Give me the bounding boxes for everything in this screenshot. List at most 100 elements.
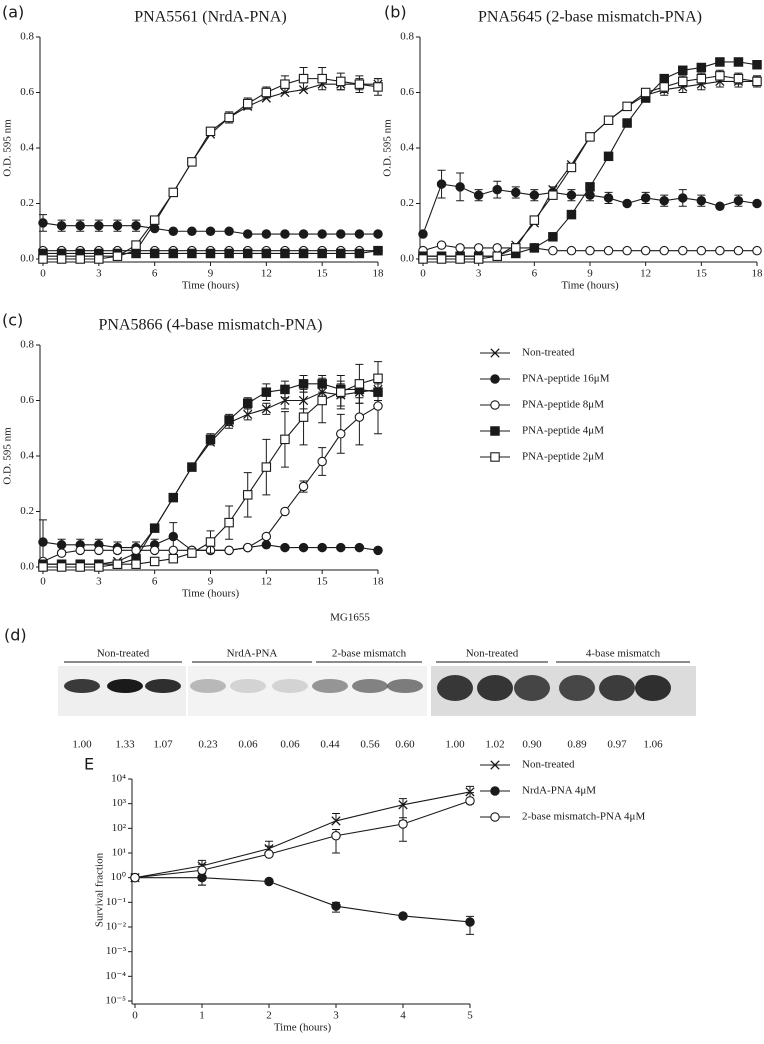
blot-band bbox=[230, 679, 266, 693]
chart: (b) PNA5645 (2-base mismatch-PNA) 0.0 0.2 0.… bbox=[382, 3, 763, 292]
band-value: 1.00 bbox=[72, 739, 92, 751]
marker bbox=[696, 73, 707, 84]
marker bbox=[511, 187, 521, 198]
marker bbox=[585, 132, 595, 142]
marker bbox=[264, 876, 274, 887]
marker bbox=[168, 553, 179, 564]
marker bbox=[418, 229, 428, 239]
marker bbox=[529, 190, 540, 200]
x-tick-label: 6 bbox=[152, 576, 158, 588]
marker bbox=[168, 226, 179, 237]
marker bbox=[566, 190, 577, 200]
x-tick-label: 0 bbox=[132, 1010, 138, 1022]
y-tick-label: 0.8 bbox=[400, 31, 414, 43]
marker bbox=[224, 517, 234, 528]
marker bbox=[715, 245, 725, 256]
series-line bbox=[134, 791, 471, 879]
marker bbox=[298, 542, 309, 553]
y-tick-label: 10⁻¹ bbox=[106, 896, 126, 908]
panel-label: (c) bbox=[2, 311, 23, 330]
y-axis-label: O.D. 595 nm bbox=[2, 427, 14, 485]
marker bbox=[696, 195, 707, 206]
marker bbox=[603, 151, 614, 162]
marker bbox=[529, 243, 540, 253]
y-tick-label: 10⁻⁵ bbox=[105, 995, 126, 1007]
marker bbox=[373, 545, 383, 556]
marker bbox=[56, 548, 67, 558]
x-tick-label: 12 bbox=[640, 268, 651, 280]
marker bbox=[752, 59, 762, 70]
blot-band bbox=[312, 679, 348, 693]
marker bbox=[373, 373, 383, 384]
marker bbox=[659, 245, 669, 256]
marker bbox=[529, 215, 540, 225]
marker bbox=[640, 193, 651, 203]
marker bbox=[455, 254, 465, 264]
marker bbox=[38, 218, 48, 228]
legend-label: PNA-peptide 16μM bbox=[522, 373, 610, 385]
x-tick-label: 5 bbox=[467, 1010, 473, 1022]
marker bbox=[585, 182, 595, 192]
marker bbox=[752, 76, 762, 87]
legend-label: PNA-peptide 4μM bbox=[522, 425, 604, 437]
marker bbox=[373, 82, 383, 92]
band-value: 0.06 bbox=[280, 739, 300, 751]
legend-label: Non-treated bbox=[522, 347, 575, 359]
marker bbox=[354, 248, 365, 259]
y-tick-label: 10⁻³ bbox=[106, 945, 127, 957]
band-value: 1.00 bbox=[445, 739, 465, 751]
marker bbox=[56, 220, 67, 231]
marker bbox=[224, 415, 234, 425]
y-tick-label: 0.2 bbox=[20, 505, 34, 517]
group-label: 4-base mismatch bbox=[586, 648, 661, 660]
marker bbox=[56, 540, 67, 550]
blot-panel: (d) MG1655 Non-treated NrdA-PNA 2-base misma… bbox=[4, 612, 696, 751]
marker bbox=[585, 245, 595, 256]
panel-label: (b) bbox=[384, 3, 407, 22]
marker bbox=[566, 162, 577, 173]
marker bbox=[678, 245, 688, 256]
marker bbox=[640, 87, 651, 98]
marker bbox=[336, 76, 346, 87]
marker bbox=[261, 531, 272, 542]
marker bbox=[465, 787, 475, 797]
marker bbox=[603, 245, 614, 256]
series-line bbox=[423, 75, 758, 260]
marker bbox=[261, 540, 272, 550]
marker bbox=[75, 562, 85, 572]
marker bbox=[354, 412, 365, 422]
marker bbox=[280, 434, 290, 445]
band-value: 0.06 bbox=[238, 739, 258, 751]
marker bbox=[336, 429, 346, 439]
marker bbox=[243, 409, 253, 420]
marker bbox=[224, 112, 234, 123]
chart-title: PNA5561 (NrdA-PNA) bbox=[134, 9, 286, 26]
legend-label: PNA-peptide 8μM bbox=[522, 399, 604, 411]
marker bbox=[603, 193, 614, 203]
x-tick-label: 1 bbox=[199, 1010, 205, 1022]
marker bbox=[149, 556, 160, 567]
marker bbox=[373, 229, 383, 239]
marker bbox=[331, 816, 341, 826]
marker bbox=[331, 901, 341, 911]
marker bbox=[715, 71, 725, 81]
y-tick-label: 0.6 bbox=[400, 86, 414, 98]
y-tick-label: 10¹ bbox=[112, 847, 126, 859]
legend-label: 2-base mismatch-PNA 4μM bbox=[522, 811, 645, 823]
marker bbox=[205, 126, 216, 137]
band-value: 0.97 bbox=[607, 739, 627, 751]
marker bbox=[187, 157, 197, 167]
marker bbox=[242, 542, 253, 553]
marker bbox=[242, 98, 253, 109]
marker bbox=[317, 456, 327, 467]
legend-marker bbox=[490, 426, 500, 436]
marker bbox=[317, 229, 327, 239]
marker bbox=[75, 545, 85, 556]
chart: E 10⁻⁵ 10⁻⁴ 10⁻³ 10⁻² 10⁻¹ 10⁰ 10¹ 10² 10³ 10⁴ 0 1 2 3… bbox=[84, 755, 645, 1034]
marker bbox=[168, 531, 179, 542]
x-axis-label: Time (hours) bbox=[182, 588, 240, 600]
marker bbox=[492, 251, 502, 261]
marker bbox=[436, 240, 447, 250]
marker bbox=[473, 190, 484, 200]
blot-band bbox=[190, 679, 226, 693]
